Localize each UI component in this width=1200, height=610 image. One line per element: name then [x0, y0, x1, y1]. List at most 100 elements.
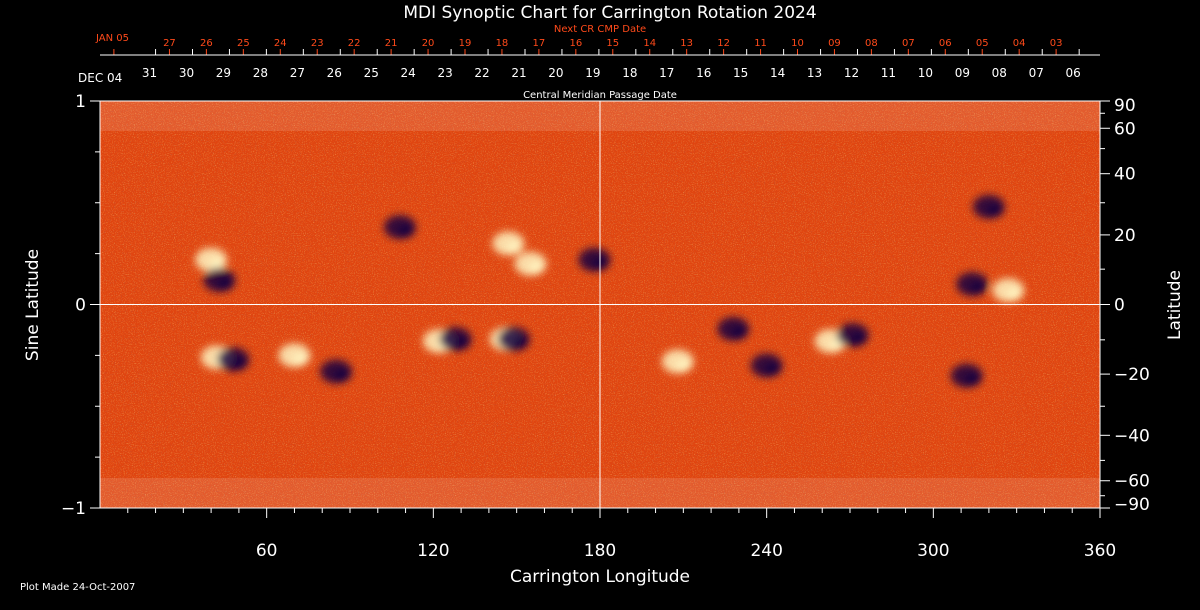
positive-flux-core — [292, 353, 309, 366]
next-cmp-date-label: 12 — [717, 38, 730, 49]
y-left-tick-label: 1 — [75, 92, 86, 112]
next-cmp-date-label: 06 — [939, 38, 952, 49]
negative-flux-core — [850, 333, 867, 346]
x-tick-label: 240 — [750, 541, 782, 561]
next-cmp-date-label: 18 — [496, 38, 509, 49]
y-right-tick-label: 20 — [1114, 226, 1136, 246]
y-axis-label-left: Sine Latitude — [23, 249, 43, 361]
cmp-date-label: 21 — [511, 66, 526, 80]
cmp-date-label: 09 — [955, 66, 970, 80]
cmp-date-label: 28 — [253, 66, 268, 80]
positive-flux-core — [209, 257, 226, 270]
next-cmp-date-label: 09 — [828, 38, 841, 49]
x-axis: 60 120 180 240 300 360 — [127, 508, 1116, 561]
next-cmp-date-axis: JAN 05 27 26 25 24 23 22 21 20 19 18 17 16 15 14 13 12 11… — [95, 33, 1062, 55]
next-cmp-axis-label: Next CR CMP Date — [554, 24, 646, 35]
next-cmp-date-label: 23 — [311, 38, 324, 49]
cmp-date-label: 26 — [327, 66, 342, 80]
negative-flux-core — [231, 357, 248, 370]
cmp-date-label: 16 — [696, 66, 711, 80]
next-cmp-date-label: 13 — [680, 38, 693, 49]
y-right-tick-label: 90 — [1114, 96, 1136, 116]
next-cmp-date-label: 07 — [902, 38, 915, 49]
cmp-date-label: DEC 04 — [78, 71, 122, 85]
next-cmp-date-label: 08 — [865, 38, 878, 49]
negative-flux-core — [511, 337, 528, 350]
negative-flux-core — [398, 225, 414, 238]
cmp-date-label: 18 — [622, 66, 637, 80]
negative-flux-core — [453, 337, 470, 350]
next-cmp-date-label: 21 — [385, 38, 398, 49]
y-left-tick-label: 0 — [75, 296, 86, 316]
next-cmp-date-label: 20 — [422, 38, 435, 49]
y-right-tick-label: 40 — [1114, 165, 1136, 185]
y-axis-right: 90 60 40 20 0 −20 −40 −60 −90 — [1100, 96, 1150, 515]
next-cmp-date-label: 19 — [459, 38, 472, 49]
y-right-tick-label: −60 — [1114, 472, 1150, 492]
y-right-tick-label: −90 — [1114, 495, 1150, 515]
negative-flux-core — [334, 369, 351, 382]
y-left-tick-label: −1 — [61, 499, 86, 519]
cmp-axis-label: Central Meridian Passage Date — [523, 90, 677, 101]
next-cmp-date-label: 11 — [754, 38, 767, 49]
cmp-date-label: 12 — [844, 66, 859, 80]
cmp-date-label: 11 — [881, 66, 896, 80]
next-cmp-date-label: 16 — [569, 38, 582, 49]
next-cmp-date-label: 26 — [200, 38, 213, 49]
y-axis-left: 1 0 −1 — [61, 92, 100, 519]
chart-title: MDI Synoptic Chart for Carrington Rotati… — [403, 3, 816, 23]
next-cmp-date-label: 25 — [237, 38, 250, 49]
next-cmp-date-label: 17 — [533, 38, 546, 49]
negative-flux-core — [986, 204, 1003, 217]
cmp-date-label: 07 — [1029, 66, 1044, 80]
y-axis-label-right: Latitude — [1165, 270, 1185, 340]
next-cmp-date-label: 15 — [606, 38, 619, 49]
cmp-date-label: 23 — [437, 66, 452, 80]
next-cmp-date-label: 03 — [1050, 38, 1063, 49]
x-axis-label: Carrington Longitude — [510, 567, 690, 587]
x-tick-label: 360 — [1084, 541, 1116, 561]
x-tick-label: 180 — [584, 541, 616, 561]
cmp-date-label: 13 — [807, 66, 822, 80]
flux-regions — [195, 194, 1025, 388]
next-cmp-date-label: 22 — [348, 38, 361, 49]
cmp-date-label: 22 — [474, 66, 489, 80]
next-cmp-date-label: 14 — [643, 38, 656, 49]
next-cmp-date-label: 10 — [791, 38, 804, 49]
positive-flux-core — [506, 241, 523, 254]
negative-flux-core — [731, 326, 748, 339]
next-cmp-date-label: 05 — [976, 38, 989, 49]
cmp-date-label: 30 — [179, 66, 194, 80]
y-right-tick-label: 0 — [1114, 296, 1125, 316]
cmp-date-label: 29 — [216, 66, 231, 80]
cmp-date-label: 24 — [401, 66, 416, 80]
cmp-date-label: 08 — [992, 66, 1007, 80]
positive-flux-core — [675, 359, 692, 372]
cmp-date-label: 19 — [585, 66, 600, 80]
y-right-tick-label: −40 — [1114, 426, 1150, 446]
next-cmp-date-label: 27 — [163, 38, 176, 49]
plot-made-note: Plot Made 24-Oct-2007 — [20, 582, 135, 593]
x-tick-label: 60 — [256, 541, 278, 561]
negative-flux-core — [964, 373, 981, 386]
positive-flux-core — [1006, 288, 1023, 301]
cmp-date-label: 15 — [733, 66, 748, 80]
cmp-date-label: 14 — [770, 66, 785, 80]
cmp-date-label: 20 — [548, 66, 563, 80]
positive-flux-core — [528, 261, 545, 274]
cmp-date-label: 27 — [290, 66, 305, 80]
cmp-date-label: 17 — [659, 66, 674, 80]
next-cmp-date-label: 24 — [274, 38, 287, 49]
negative-flux-core — [970, 282, 987, 295]
negative-flux-core — [217, 278, 234, 291]
next-cmp-date-label: 04 — [1013, 38, 1026, 49]
cmp-date-label: 06 — [1066, 66, 1081, 80]
y-right-tick-label: −20 — [1114, 365, 1150, 385]
next-cmp-date-label: JAN 05 — [95, 33, 129, 44]
cmp-date-label: 25 — [364, 66, 379, 80]
negative-flux-core — [764, 363, 781, 376]
cmp-date-axis: DEC 04 31 30 29 28 27 26 25 24 23 22 21 20 19 18 17 16 15… — [78, 49, 1100, 85]
cmp-date-label: 31 — [142, 66, 157, 80]
x-tick-label: 120 — [417, 541, 449, 561]
